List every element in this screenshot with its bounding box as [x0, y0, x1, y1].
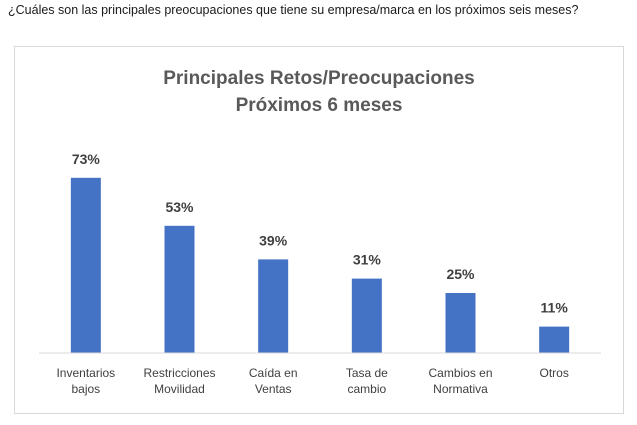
category-label-3-0: Tasa de — [346, 366, 388, 380]
bar-2 — [258, 259, 289, 353]
category-label-4-1: Normativa — [433, 382, 488, 396]
data-label-0: 73% — [72, 151, 101, 167]
category-label-2-1: Ventas — [255, 382, 292, 396]
category-label-1-0: Restricciones — [143, 366, 215, 380]
chart-title-line-1: Principales Retos/Preocupaciones — [163, 68, 475, 89]
chart-container: Principales Retos/Preocupaciones Próximo… — [14, 46, 624, 414]
bar-1 — [164, 225, 195, 353]
data-label-2: 39% — [259, 232, 288, 248]
data-label-4: 25% — [446, 266, 475, 282]
bar-0 — [70, 177, 101, 353]
bar-3 — [351, 278, 382, 353]
category-label-5-0: Otros — [539, 366, 568, 380]
category-label-2-0: Caída en — [249, 366, 298, 380]
bar-chart: Principales Retos/Preocupaciones Próximo… — [39, 68, 601, 396]
chart-title-line-2: Próximos 6 meses — [236, 95, 403, 116]
data-label-5: 11% — [541, 300, 569, 316]
category-label-4-0: Cambios en — [428, 366, 492, 380]
category-label-3-1: cambio — [347, 382, 386, 396]
survey-question: ¿Cuáles son las principales preocupacion… — [8, 3, 579, 17]
category-label-0-0: Inventarios — [56, 366, 115, 380]
data-label-1: 53% — [165, 199, 194, 215]
bar-4 — [445, 293, 476, 353]
category-label-1-1: Movilidad — [154, 382, 205, 396]
data-label-3: 31% — [353, 252, 382, 268]
bar-5 — [539, 326, 570, 353]
category-label-0-1: bajos — [71, 382, 100, 396]
